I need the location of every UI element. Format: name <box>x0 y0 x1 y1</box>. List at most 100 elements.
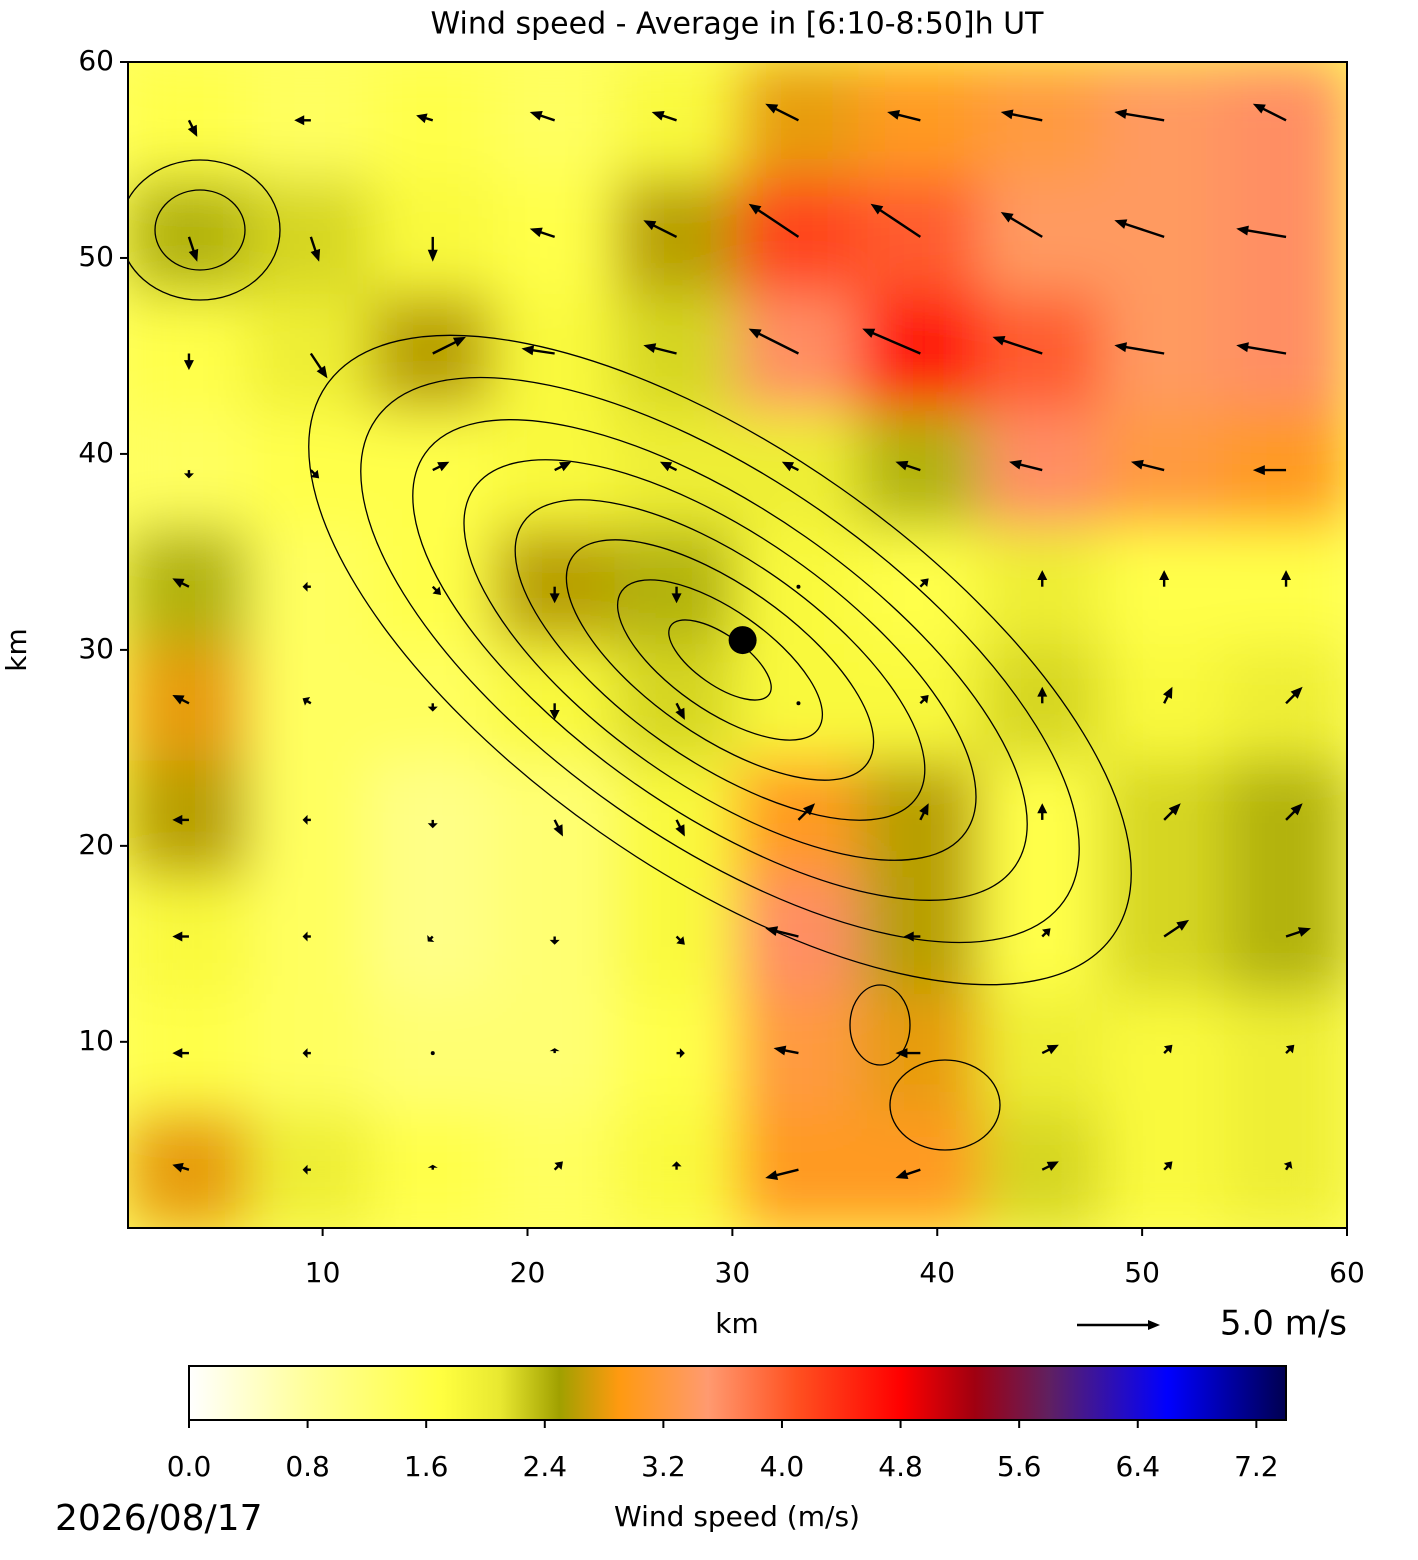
x-tick-label: 10 <box>305 1256 341 1289</box>
wind-arrow <box>1252 465 1287 476</box>
speed-cell <box>1224 177 1347 297</box>
arrow-shaft <box>1122 345 1165 355</box>
speed-cell <box>614 760 739 880</box>
wind-arrow <box>919 578 929 588</box>
arrow-head <box>1290 686 1303 699</box>
wind-arrow <box>671 586 682 604</box>
arrow-dot <box>796 701 801 706</box>
arrow-head <box>183 473 194 479</box>
speed-cell <box>1224 760 1347 880</box>
arrow-head <box>1163 1044 1173 1054</box>
wind-arrow <box>675 819 685 837</box>
wind-arrow <box>529 111 556 122</box>
arrow-head <box>1009 459 1022 470</box>
arrow-head <box>452 336 466 347</box>
wind-arrow <box>1283 1161 1293 1171</box>
arrow-head <box>310 469 320 479</box>
speed-cell <box>1102 877 1227 996</box>
y-tick-label: 50 <box>78 240 114 273</box>
wind-arrow <box>1009 459 1043 472</box>
wind-vectors <box>172 103 1311 1180</box>
arrow-shaft <box>529 348 555 355</box>
x-tick-label: 20 <box>510 1256 546 1289</box>
wind-arrow <box>796 584 801 589</box>
wind-arrow <box>1114 342 1165 355</box>
arrow-head <box>679 1048 685 1059</box>
arrow-head <box>549 939 560 945</box>
colorbar <box>188 1365 1287 1421</box>
arrow-head <box>1000 212 1014 223</box>
arrow-head <box>643 343 657 353</box>
arrow-head <box>887 110 901 120</box>
arrow-shaft <box>1244 345 1287 355</box>
wind-arrow <box>302 1048 311 1059</box>
wind-arrow <box>887 110 921 122</box>
speed-cell <box>858 294 983 413</box>
wind-arrow <box>309 236 321 262</box>
speed-cell <box>858 1110 983 1228</box>
colorbar-tick-label: 2.4 <box>523 1450 568 1483</box>
colorbar-tick-label: 7.2 <box>1234 1450 1279 1483</box>
arrow-head <box>1037 570 1048 581</box>
quiver-key <box>1077 1320 1160 1330</box>
arrow-dot <box>430 1051 435 1056</box>
wind-arrow <box>302 931 311 942</box>
speed-cell <box>1224 877 1347 996</box>
wind-arrow <box>1037 803 1048 820</box>
arrow-shaft <box>772 106 799 122</box>
arrow-shaft <box>1122 112 1165 122</box>
arrow-shaft <box>1138 462 1165 472</box>
arrow-head <box>895 1048 908 1059</box>
wind-arrow <box>529 227 556 239</box>
arrow-head <box>172 1048 183 1059</box>
speed-cell <box>1102 760 1227 880</box>
arrow-head <box>1290 803 1303 816</box>
arrow-head <box>765 926 779 936</box>
wind-arrow <box>172 1162 190 1173</box>
speed-cell <box>858 177 983 297</box>
wind-arrow <box>748 328 799 355</box>
wind-arrow <box>1163 919 1190 938</box>
wind-arrow <box>432 336 466 355</box>
arrow-head <box>294 115 305 126</box>
arrow-head <box>559 461 572 472</box>
wind-arrow <box>172 1048 189 1059</box>
wind-arrow <box>1041 928 1051 938</box>
wind-arrow <box>1114 109 1165 122</box>
arrow-head <box>172 931 183 942</box>
wind-arrow <box>796 701 801 706</box>
y-tick-label: 10 <box>78 1024 114 1057</box>
arrow-head <box>870 203 884 215</box>
wind-arrow <box>1162 686 1173 704</box>
arrow-head <box>862 328 876 338</box>
wind-arrow <box>294 115 311 126</box>
colorbar-tick-label: 0.8 <box>285 1450 330 1483</box>
arrow-head <box>773 1045 787 1056</box>
x-tick-label: 50 <box>1124 1256 1160 1289</box>
arrow-head <box>1297 927 1311 937</box>
arrow-shaft <box>876 207 922 238</box>
wind-arrow <box>1252 103 1287 122</box>
arrow-head <box>549 593 560 604</box>
arrow-head <box>553 824 563 837</box>
arrow-head <box>1283 1161 1293 1169</box>
arrow-shaft <box>651 346 677 355</box>
terrain-contours <box>128 159 1132 1151</box>
y-tick-label: 30 <box>78 632 114 665</box>
arrow-shaft <box>895 112 921 122</box>
speed-cell <box>980 177 1105 297</box>
arrow-head <box>895 1169 909 1179</box>
speed-cell <box>128 644 251 763</box>
speed-cell <box>1102 1110 1227 1228</box>
wind-arrow <box>1130 459 1165 472</box>
arrow-head <box>675 707 685 720</box>
speed-cell <box>128 877 251 996</box>
colorbar-tick-label: 5.6 <box>997 1450 1042 1483</box>
wind-arrow <box>765 1168 799 1180</box>
wind-arrow <box>651 111 677 122</box>
y-tick-label: 60 <box>78 44 114 77</box>
arrow-head <box>1236 225 1249 236</box>
wind-arrow <box>1285 686 1303 705</box>
arrow-head <box>1042 928 1051 937</box>
wind-arrow <box>1163 1161 1173 1171</box>
